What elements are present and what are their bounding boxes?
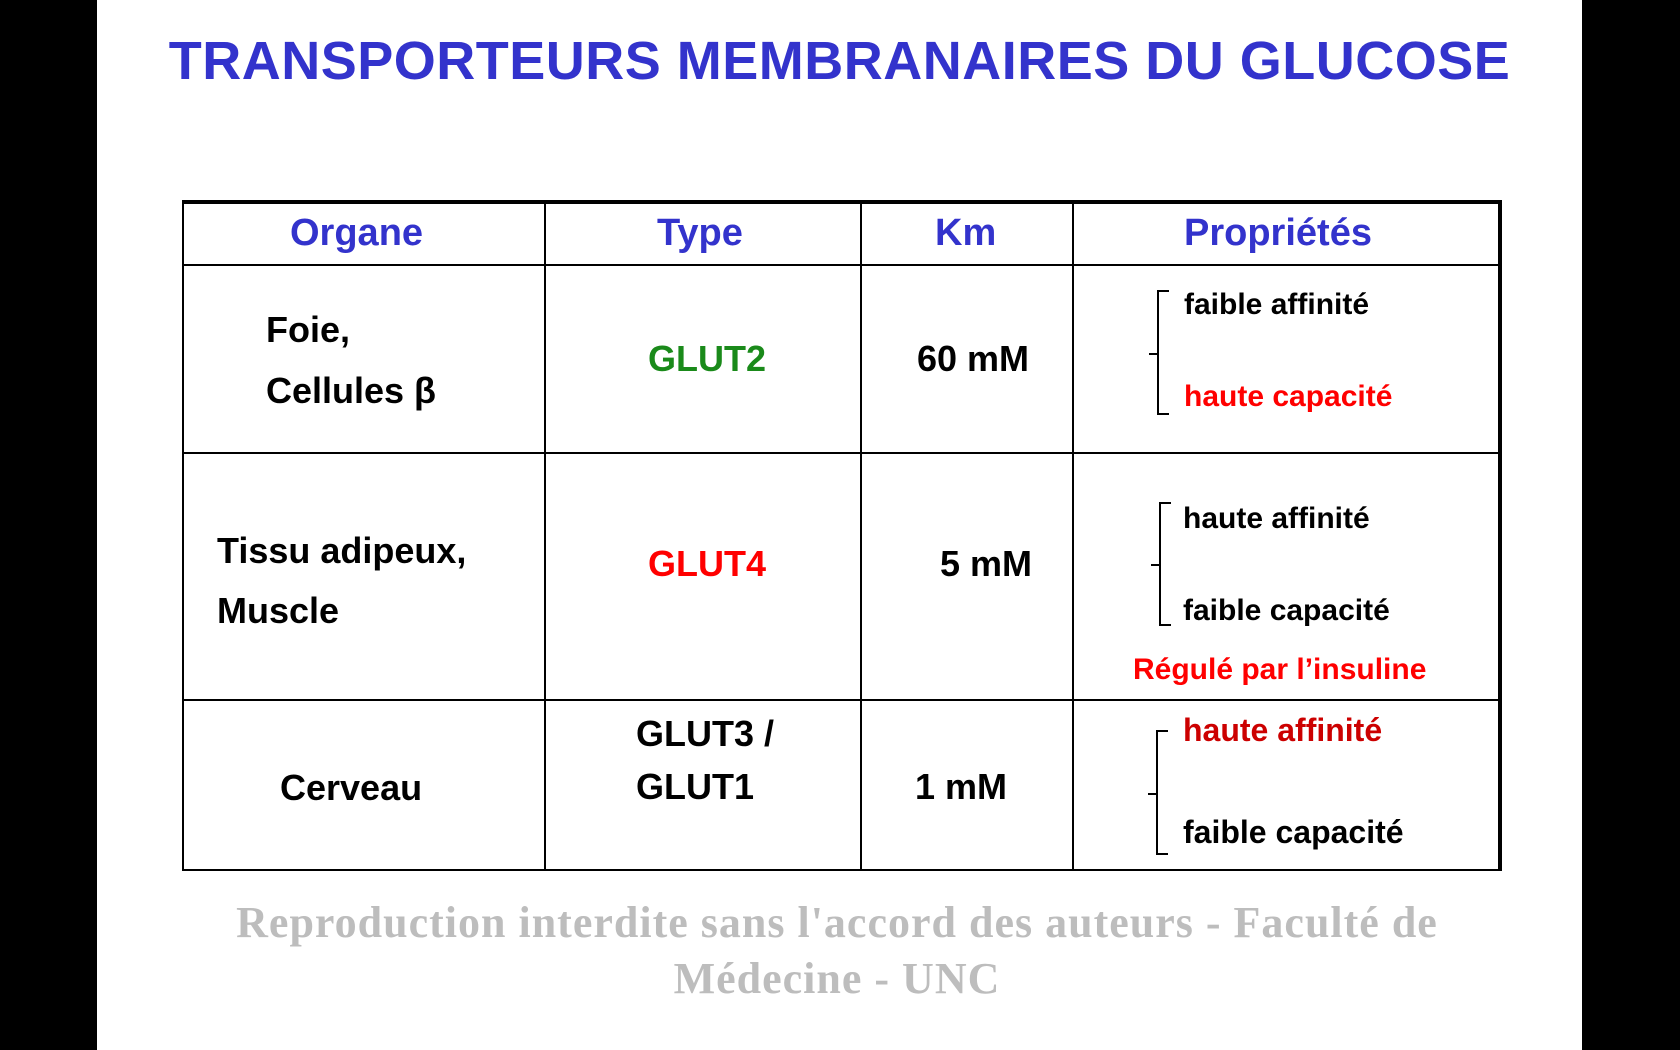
row3-type-line2: GLUT1 [636, 766, 755, 807]
row2-prop1: haute affinité [1183, 502, 1370, 535]
row2-km: 5 mM [940, 543, 1033, 584]
header-km: Km [935, 212, 997, 254]
brace-icon [1148, 730, 1168, 855]
row1-type: GLUT2 [648, 338, 767, 379]
slide: TRANSPORTEURS MEMBRANAIRES DU GLUCOSE Re… [97, 0, 1582, 1050]
transporters-table [182, 200, 1502, 871]
row2-type: GLUT4 [648, 543, 767, 584]
watermark: Reproduction interdite sans l'accord des… [236, 898, 1438, 1003]
row2-note: Régulé par l’insuline [1133, 653, 1427, 686]
row3-type-line1: GLUT3 / [636, 713, 775, 754]
row2-organe-line1: Tissu adipeux, [217, 530, 467, 571]
row2-prop2: faible capacité [1183, 594, 1390, 627]
row1-organe-line2: Cellules β [266, 370, 437, 411]
row3-prop1: haute affinité [1183, 712, 1383, 748]
row1-prop1: faible affinité [1184, 288, 1370, 321]
slide-title: TRANSPORTEURS MEMBRANAIRES DU GLUCOSE [168, 31, 1511, 91]
brace-icon [1149, 290, 1169, 415]
row3-organe: Cerveau [280, 767, 423, 808]
row2-organe-line2: Muscle [217, 590, 340, 631]
header-proprietes: Propriétés [1184, 212, 1372, 254]
row1-organe-line1: Foie, [266, 309, 351, 350]
header-organe: Organe [290, 212, 424, 254]
row1-km: 60 mM [917, 338, 1030, 379]
brace-icon [1151, 502, 1171, 626]
row1-prop2: haute capacité [1184, 380, 1393, 413]
header-type: Type [657, 212, 743, 254]
row3-prop2: faible capacité [1183, 814, 1404, 850]
row3-km: 1 mM [915, 766, 1008, 807]
